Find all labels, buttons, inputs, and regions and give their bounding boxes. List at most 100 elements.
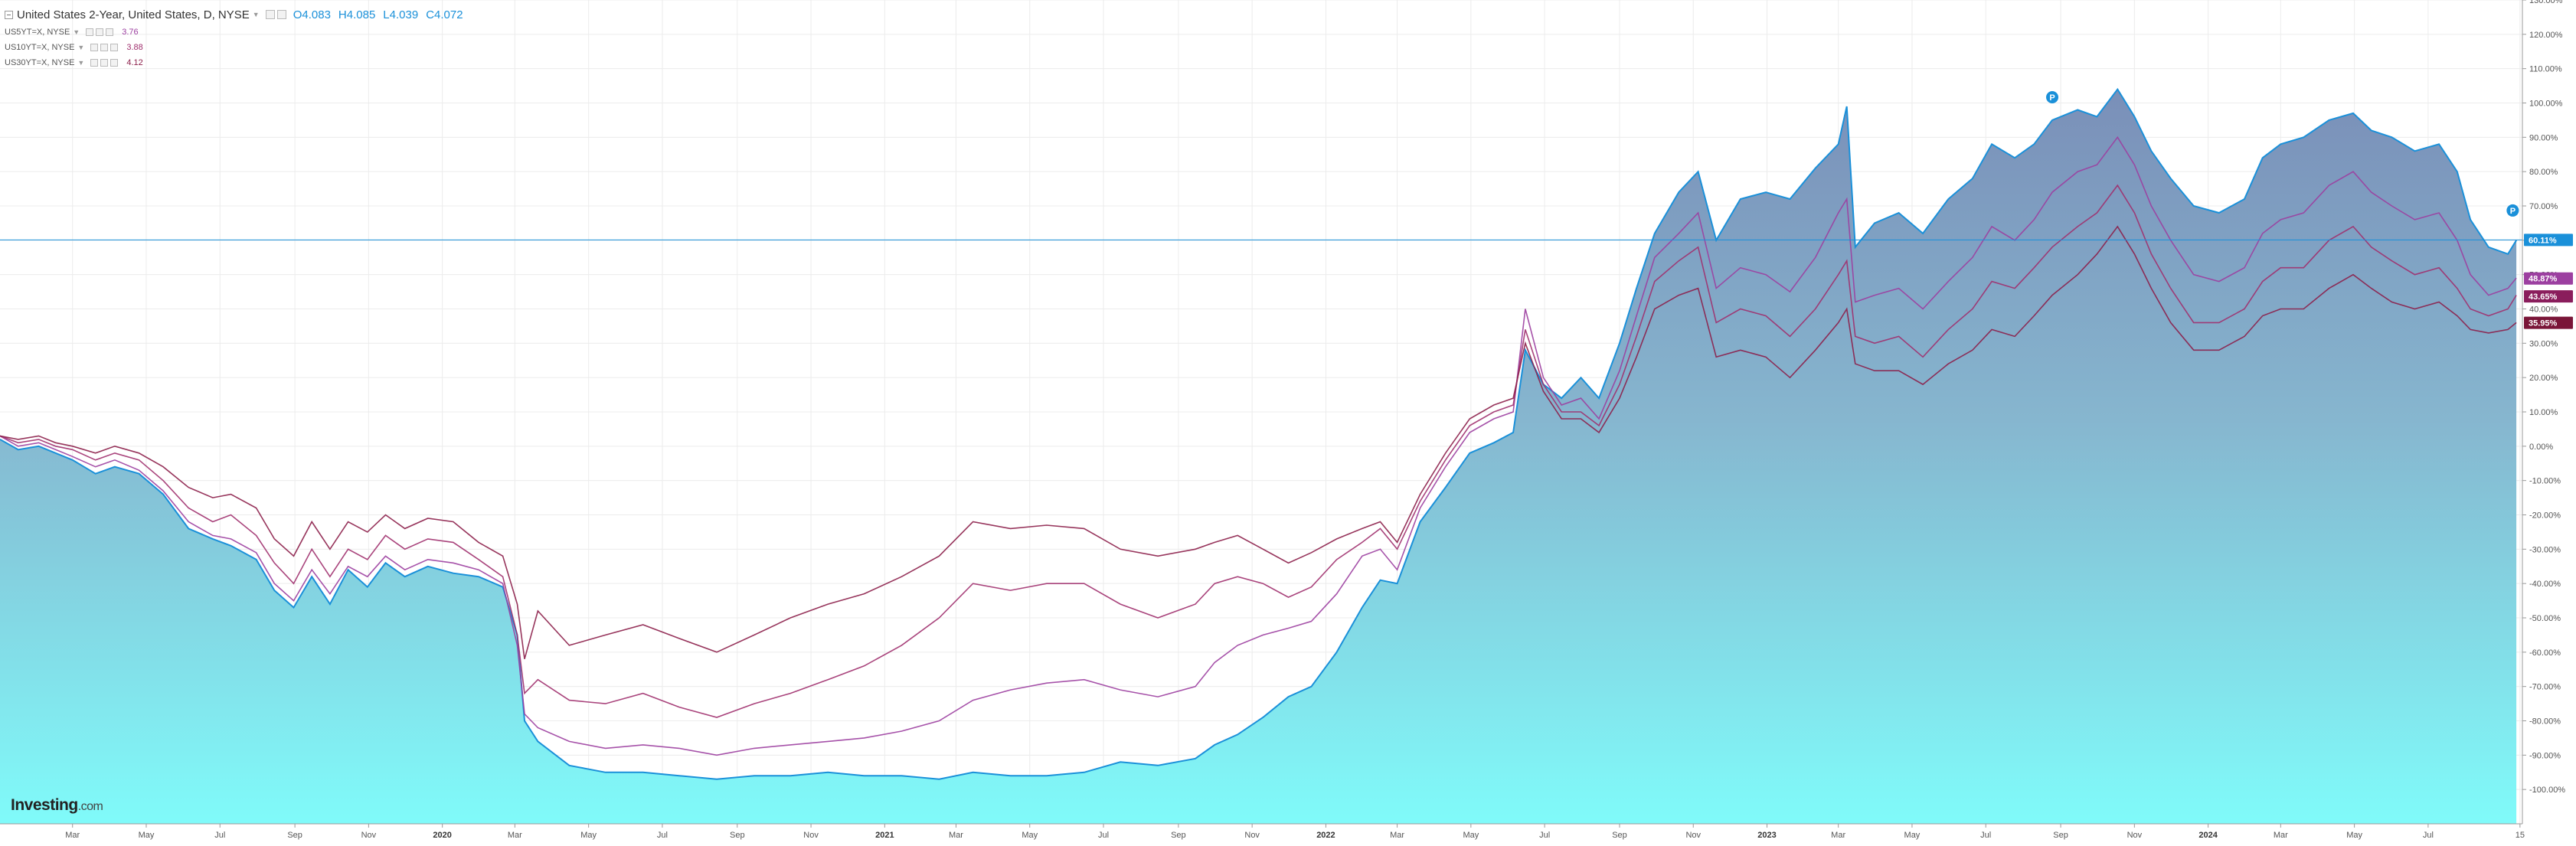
x-tick-label: Jul bbox=[214, 831, 225, 840]
x-tick-label: May bbox=[2346, 831, 2362, 840]
remove-series-icon[interactable] bbox=[106, 28, 114, 36]
brand-suffix: .com bbox=[77, 800, 103, 813]
x-tick-label: Sep bbox=[1171, 831, 1186, 840]
y-tick-label: -20.00% bbox=[2529, 511, 2561, 521]
x-tick-label: 2023 bbox=[1757, 831, 1776, 840]
remove-series-icon[interactable] bbox=[110, 44, 119, 51]
series-line-1 bbox=[0, 136, 2517, 756]
y-tick-label: 110.00% bbox=[2529, 65, 2562, 74]
chevron-down-icon[interactable]: ▼ bbox=[73, 28, 80, 36]
visibility-toggle-icon[interactable] bbox=[90, 44, 99, 51]
x-tick-label: Jul bbox=[1539, 831, 1550, 840]
visibility-toggle-icon[interactable] bbox=[86, 28, 94, 36]
y-tick-label: 40.00% bbox=[2529, 305, 2558, 315]
y-tick-label: 80.00% bbox=[2529, 168, 2558, 177]
chart-legend: United States 2-Year, United States, D, … bbox=[5, 5, 471, 70]
x-tick-label: 2021 bbox=[875, 831, 894, 840]
settings-icon[interactable] bbox=[96, 28, 104, 36]
last-value-label: 60.11% bbox=[2529, 236, 2557, 245]
y-tick-label: 130.00% bbox=[2529, 0, 2563, 5]
legend-main-title: United States 2-Year, United States, D, … bbox=[17, 8, 250, 21]
close-value: C4.072 bbox=[426, 8, 463, 21]
series-line-2 bbox=[0, 184, 2517, 718]
settings-icon[interactable] bbox=[276, 10, 286, 19]
legend-series-value: 3.76 bbox=[122, 28, 139, 37]
y-tick-label: -60.00% bbox=[2529, 648, 2561, 658]
y-tick-label: 20.00% bbox=[2529, 374, 2558, 383]
legend-series-value: 4.12 bbox=[126, 58, 143, 67]
x-tick-label: May bbox=[139, 831, 155, 840]
low-value: L4.039 bbox=[383, 8, 419, 21]
y-tick-label: -40.00% bbox=[2529, 580, 2561, 589]
x-tick-label: Jul bbox=[657, 831, 668, 840]
y-tick-label: -50.00% bbox=[2529, 614, 2561, 623]
x-tick-label: Jul bbox=[1098, 831, 1109, 840]
visibility-toggle-icon[interactable] bbox=[90, 59, 99, 67]
high-value: H4.085 bbox=[338, 8, 376, 21]
chevron-down-icon[interactable]: ▼ bbox=[77, 59, 85, 67]
x-tick-label: 2020 bbox=[433, 831, 451, 840]
legend-series-name: US30YT=X, NYSE bbox=[5, 58, 75, 67]
event-marker-icon[interactable] bbox=[2506, 204, 2519, 217]
last-value-label: 48.87% bbox=[2529, 275, 2558, 284]
open-value: O4.083 bbox=[293, 8, 331, 21]
legend-series-row[interactable]: US5YT=X, NYSE ▼ 3.76 bbox=[5, 24, 471, 40]
collapse-legend-icon[interactable] bbox=[5, 10, 13, 19]
y-tick-label: -70.00% bbox=[2529, 683, 2561, 692]
x-tick-label: May bbox=[1463, 831, 1479, 840]
last-value-label: 43.65% bbox=[2529, 292, 2558, 302]
event-marker-icon[interactable] bbox=[2046, 90, 2059, 103]
x-tick-label: 15 bbox=[2516, 831, 2525, 840]
x-tick-label: Nov bbox=[1685, 831, 1701, 840]
x-tick-label: Jul bbox=[2423, 831, 2434, 840]
y-tick-label: -90.00% bbox=[2529, 751, 2561, 760]
y-tick-label: 100.00% bbox=[2529, 100, 2563, 109]
y-tick-label: 10.00% bbox=[2529, 408, 2558, 417]
visibility-toggle-icon[interactable] bbox=[265, 10, 275, 19]
x-tick-label: Nov bbox=[803, 831, 819, 840]
legend-series-name: US10YT=X, NYSE bbox=[5, 43, 75, 52]
x-tick-label: Sep bbox=[287, 831, 302, 840]
settings-icon[interactable] bbox=[100, 44, 109, 51]
y-tick-label: -80.00% bbox=[2529, 717, 2561, 727]
x-tick-label: 2022 bbox=[1316, 831, 1335, 840]
chevron-down-icon[interactable]: ▼ bbox=[77, 44, 85, 51]
x-tick-label: Sep bbox=[2053, 831, 2068, 840]
legend-series-row[interactable]: US30YT=X, NYSE ▼ 4.12 bbox=[5, 55, 471, 70]
series-area-fill bbox=[0, 89, 2517, 825]
remove-series-icon[interactable] bbox=[110, 59, 119, 67]
settings-icon[interactable] bbox=[100, 59, 109, 67]
last-value-badge bbox=[2524, 234, 2573, 247]
x-tick-label: Mar bbox=[1831, 831, 1845, 840]
y-tick-label: 90.00% bbox=[2529, 133, 2558, 142]
x-tick-label: May bbox=[1022, 831, 1038, 840]
event-marker-label: P bbox=[2049, 93, 2055, 103]
y-tick-label: -100.00% bbox=[2529, 786, 2565, 795]
series-line-3 bbox=[0, 225, 2517, 660]
x-tick-label: Nov bbox=[2127, 831, 2143, 840]
last-value-badge bbox=[2524, 272, 2573, 285]
legend-series-value: 3.88 bbox=[126, 43, 143, 52]
y-tick-label: 70.00% bbox=[2529, 202, 2558, 211]
y-tick-label: 0.00% bbox=[2529, 443, 2553, 452]
y-tick-label: 30.00% bbox=[2529, 339, 2558, 348]
x-tick-label: Sep bbox=[730, 831, 745, 840]
last-value-label: 35.95% bbox=[2529, 319, 2558, 328]
x-tick-label: Mar bbox=[949, 831, 963, 840]
x-tick-label: Mar bbox=[65, 831, 80, 840]
x-tick-label: 2024 bbox=[2198, 831, 2218, 840]
y-tick-label: 120.00% bbox=[2529, 31, 2563, 40]
x-tick-label: Mar bbox=[2274, 831, 2288, 840]
legend-series-name: US5YT=X, NYSE bbox=[5, 28, 70, 37]
ohlc-values: O4.083 H4.085 L4.039 C4.072 bbox=[293, 8, 471, 21]
legend-series-row[interactable]: US10YT=X, NYSE ▼ 3.88 bbox=[5, 40, 471, 55]
x-tick-label: Mar bbox=[1390, 831, 1404, 840]
x-tick-label: Nov bbox=[361, 831, 377, 840]
chevron-down-icon[interactable]: ▼ bbox=[252, 11, 260, 18]
investing-logo: Investing.com bbox=[11, 796, 103, 815]
x-tick-label: Nov bbox=[1244, 831, 1260, 840]
x-tick-label: May bbox=[580, 831, 597, 840]
legend-main-row[interactable]: United States 2-Year, United States, D, … bbox=[5, 5, 471, 24]
